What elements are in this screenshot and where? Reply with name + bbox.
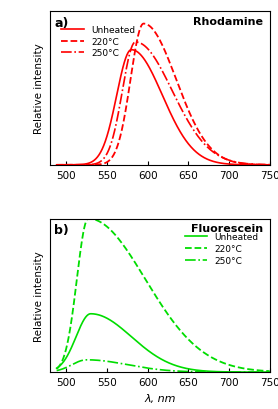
220°C [248, 162, 251, 167]
220°C [77, 163, 80, 168]
Line: 250°C: 250°C [57, 360, 270, 372]
Unheated [77, 329, 80, 334]
250°C [119, 97, 123, 101]
Unheated [120, 326, 123, 331]
Unheated [242, 370, 245, 375]
250°C [77, 163, 80, 168]
220°C [213, 357, 216, 362]
Text: Rhodamine: Rhodamine [193, 17, 263, 27]
220°C [268, 369, 271, 374]
X-axis label: λ, nm: λ, nm [144, 393, 176, 402]
Text: Fluorescein: Fluorescein [191, 224, 263, 234]
Unheated [213, 369, 216, 374]
250°C [55, 368, 58, 373]
Unheated [80, 163, 83, 168]
220°C [87, 217, 90, 222]
250°C [268, 370, 271, 375]
Y-axis label: Relative intensity: Relative intensity [34, 250, 44, 341]
Unheated [80, 321, 83, 326]
220°C [80, 163, 83, 168]
220°C [142, 22, 145, 27]
220°C [242, 366, 245, 371]
Unheated [55, 163, 58, 168]
Line: Unheated: Unheated [57, 314, 270, 372]
220°C [248, 367, 251, 372]
Unheated [248, 163, 251, 168]
Line: 250°C: 250°C [57, 43, 270, 165]
220°C [80, 240, 83, 245]
Text: b): b) [54, 224, 69, 236]
Unheated [248, 370, 251, 375]
Unheated [242, 163, 245, 168]
220°C [213, 150, 216, 155]
220°C [55, 163, 58, 168]
Unheated [77, 163, 80, 168]
250°C [77, 359, 80, 364]
Legend: Unheated, 220°C, 250°C: Unheated, 220°C, 250°C [185, 233, 259, 265]
250°C [248, 162, 251, 167]
250°C [242, 370, 245, 375]
Unheated [130, 48, 133, 53]
Y-axis label: Relative intensity: Relative intensity [34, 44, 44, 134]
250°C [80, 163, 83, 168]
220°C [77, 265, 80, 270]
Unheated [89, 312, 92, 317]
250°C [80, 358, 83, 363]
220°C [55, 366, 58, 371]
Line: 220°C: 220°C [57, 219, 270, 371]
Legend: Unheated, 220°C, 250°C: Unheated, 220°C, 250°C [61, 26, 135, 58]
250°C [213, 370, 216, 375]
250°C [120, 361, 123, 366]
Unheated [213, 160, 216, 165]
Unheated [268, 163, 271, 168]
250°C [242, 162, 245, 166]
250°C [85, 357, 88, 362]
Unheated [119, 74, 123, 79]
Line: Unheated: Unheated [57, 51, 270, 165]
220°C [120, 240, 123, 245]
Text: a): a) [54, 17, 69, 30]
220°C [268, 163, 271, 168]
250°C [248, 370, 251, 375]
250°C [55, 163, 58, 168]
250°C [268, 163, 271, 168]
220°C [242, 162, 245, 167]
220°C [119, 132, 123, 137]
Unheated [55, 366, 58, 371]
250°C [134, 40, 137, 45]
Unheated [268, 370, 271, 375]
250°C [213, 151, 216, 156]
Line: 220°C: 220°C [57, 25, 270, 165]
